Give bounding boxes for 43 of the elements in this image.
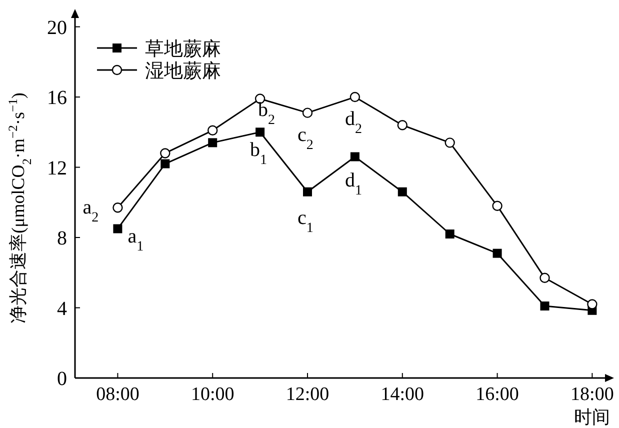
point: [256, 128, 265, 137]
point: [160, 159, 170, 168]
point: [587, 299, 598, 310]
annotation: b$_{1}$: [250, 139, 268, 168]
point: [350, 152, 360, 162]
x-tick-label: 16:00: [476, 384, 519, 405]
annotation: b$_{2}$: [258, 98, 276, 128]
x-tick-label: 18:00: [570, 384, 614, 405]
annotation: c$_{2}$: [298, 124, 314, 152]
y-tick-label: 12: [47, 157, 67, 180]
annotation: a$_{2}$: [82, 196, 99, 226]
point: [302, 108, 313, 118]
point: [160, 148, 170, 158]
annotation: a$_{1}$: [128, 226, 144, 254]
point: [208, 138, 218, 148]
legend-label: 湿地蕨麻: [145, 61, 221, 82]
x-tick-label: 10:00: [190, 384, 234, 405]
point: [492, 200, 502, 211]
point: [445, 230, 454, 238]
annotation: c$_{1}$: [298, 206, 314, 236]
point: [113, 224, 122, 234]
point: [540, 272, 550, 283]
point: [112, 202, 123, 213]
x-tick-label: 08:00: [96, 384, 140, 405]
y-tick-label: 4: [57, 298, 67, 320]
point: [444, 138, 455, 148]
point: [492, 248, 502, 258]
annotation: d$_{1}$: [344, 170, 362, 198]
point: [540, 302, 550, 310]
point: [397, 120, 408, 130]
y-tick-label: 20: [47, 16, 67, 39]
point: [303, 187, 312, 196]
y-tick-label: 8: [57, 228, 67, 250]
point: [208, 125, 218, 136]
y-tick-label: 16: [47, 87, 67, 110]
x-tick-label: 14:00: [380, 384, 424, 405]
x-tick-label: 12:00: [286, 384, 330, 405]
legend-label: 草地蕨麻: [145, 39, 221, 60]
annotation: d$_{2}$: [344, 108, 362, 137]
point: [398, 187, 407, 196]
y-tick-label: 0: [57, 368, 67, 390]
point: [350, 92, 360, 102]
x-axis-title: 时间: [574, 407, 610, 427]
